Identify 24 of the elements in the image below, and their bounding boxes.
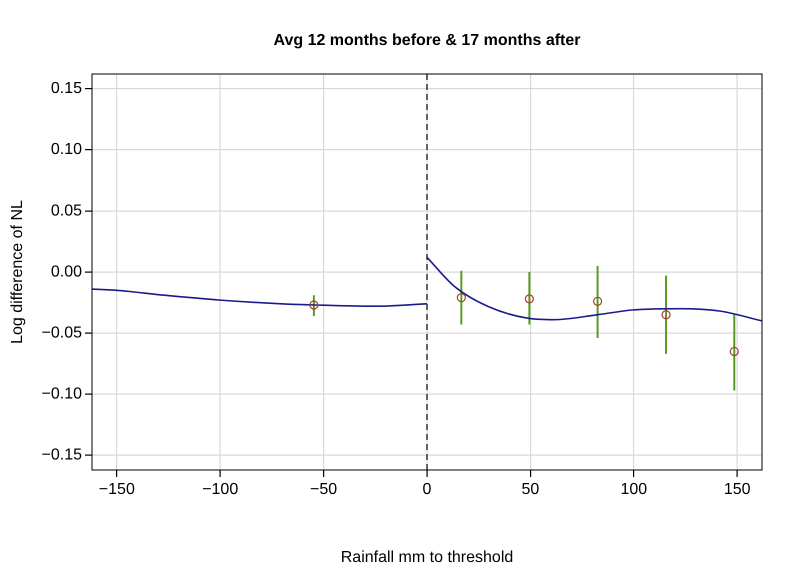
x-tick-label: 0 (422, 481, 432, 498)
y-axis-title: Log difference of NL (9, 200, 26, 344)
y-tick-label: 0.15 (50, 80, 82, 98)
point (524, 294, 534, 304)
y-tick-label: −0.05 (42, 324, 82, 342)
point (661, 310, 671, 320)
x-tick-label: 50 (521, 481, 540, 498)
y-tick-label: −0.15 (42, 446, 82, 464)
point (456, 293, 466, 302)
x-tick-label: 150 (724, 481, 751, 498)
y-tick-label: −0.10 (42, 386, 82, 403)
point (593, 296, 602, 306)
point (730, 346, 739, 356)
x-tick-label: −150 (98, 481, 135, 498)
x-tick-label: −50 (310, 481, 338, 498)
y-tick-label: 0.10 (50, 141, 82, 158)
line-series (426, 256, 762, 322)
x-tick-label: −100 (202, 481, 238, 498)
point (309, 300, 318, 310)
x-axis-title: Rainfall mm to threshold (340, 548, 514, 566)
x-tick-label: 100 (620, 481, 648, 498)
y-tick-label: 0.05 (50, 202, 82, 220)
y-tick-label: 0.00 (50, 263, 82, 280)
chart-title: Avg 12 months before & 17 months after (273, 32, 581, 49)
